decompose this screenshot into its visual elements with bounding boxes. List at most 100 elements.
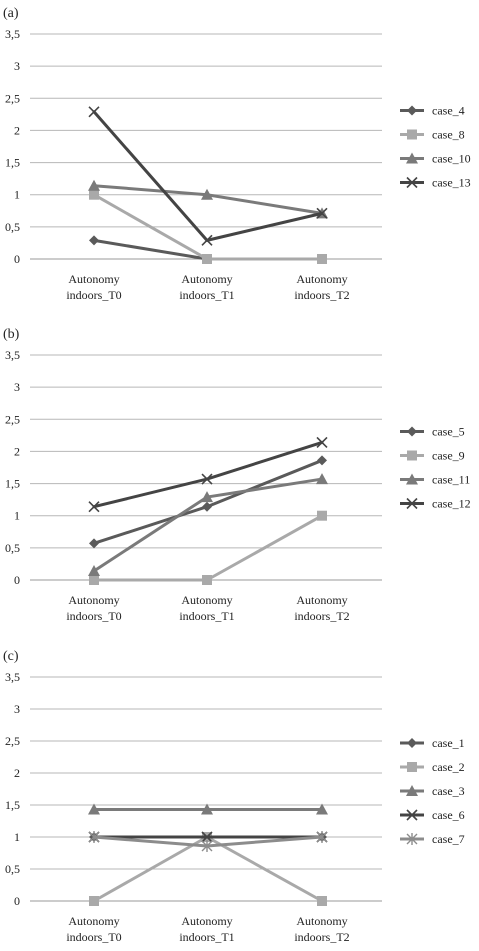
legend-marker-case_10 [406, 152, 418, 164]
data-point-case_5 [89, 538, 99, 549]
data-point-case_11 [201, 491, 213, 503]
x-tick-label: indoors_T2 [294, 609, 349, 623]
x-tick-label: Autonomy [296, 914, 347, 928]
data-point-case_5 [317, 455, 327, 466]
data-point-case_3 [201, 803, 213, 815]
y-tick-label: 0,5 [5, 220, 20, 234]
x-tick-label: indoors_T0 [66, 930, 121, 944]
y-tick-label: 2,5 [5, 734, 20, 748]
y-tick-label: 0,5 [5, 541, 20, 555]
legend-marker-case_11 [406, 473, 418, 485]
data-point-case_6 [201, 831, 213, 843]
legend-label: case_7 [432, 832, 465, 846]
data-point-case_9 [202, 575, 212, 585]
data-point-case_2 [89, 896, 99, 906]
data-point-case_7 [88, 831, 100, 843]
chart-panel-c: (c) 0 0,5 1 1,5 2 2,5 3 3,5 Autonomy indoors_T0 Aut… [3, 649, 465, 944]
legend-marker-case_12 [406, 497, 418, 510]
x-tick-label: Autonomy [181, 593, 232, 607]
legend-marker-case_1 [407, 738, 417, 748]
legend-label: case_13 [432, 176, 471, 190]
y-tick-label: 1,5 [5, 798, 20, 812]
y-tick-label: 3 [14, 59, 20, 73]
y-tick-label: 0 [14, 573, 20, 587]
x-tick-label: Autonomy [181, 272, 232, 286]
data-point-case_13 [316, 207, 328, 219]
data-point-case_8 [89, 189, 99, 200]
x-tick-label: indoors_T1 [179, 930, 234, 944]
legend-label: case_6 [432, 808, 465, 822]
legend-marker-case_6 [406, 809, 418, 821]
data-point-case_7 [201, 839, 213, 852]
y-tick-label: 1,5 [5, 156, 20, 170]
panel-label: (a) [3, 6, 19, 21]
y-tick-label: 1,5 [5, 477, 20, 491]
y-tick-label: 0,5 [5, 862, 20, 876]
data-point-case_13 [88, 106, 100, 118]
x-tick-label: indoors_T2 [294, 288, 349, 302]
x-tick-label: indoors_T0 [66, 288, 121, 302]
data-point-case_3 [88, 803, 100, 815]
legend-marker-case_4 [407, 105, 417, 116]
data-point-case_12 [316, 436, 328, 448]
y-tick-label: 1 [14, 188, 20, 202]
legend-label: case_9 [432, 449, 465, 463]
chart-panel-a: (a) 0 0,5 1 1,5 2 2,5 3 3,5 Autonomy indoors_T0 Aut… [3, 6, 471, 302]
legend-marker-case_13 [406, 176, 418, 189]
y-tick-label: 3 [14, 702, 20, 716]
x-tick-label: indoors_T1 [179, 288, 234, 302]
legend-label: case_4 [432, 104, 465, 118]
y-tick-label: 0 [14, 894, 20, 908]
y-tick-label: 3,5 [5, 27, 20, 41]
data-point-case_2 [317, 896, 327, 906]
data-point-case_12 [201, 473, 213, 485]
data-point-case_10 [88, 179, 100, 191]
y-tick-label: 2 [14, 123, 20, 137]
legend-marker-case_5 [407, 426, 417, 437]
legend-label: case_11 [432, 473, 470, 487]
legend: case_1 case_2 case_3 case_6 case_7 [400, 736, 465, 846]
y-tick-label: 2,5 [5, 91, 20, 105]
legend: case_5 case_9 case_11 case_12 [400, 425, 471, 511]
legend-marker-case_8 [407, 129, 417, 140]
x-tick-label: indoors_T1 [179, 609, 234, 623]
data-point-case_3 [316, 803, 328, 815]
x-tick-label: Autonomy [296, 272, 347, 286]
chart-panel-b: (b) 0 0,5 1 1,5 2 2,5 3 3,5 Autonomy indoors_T0 Aut… [3, 327, 471, 623]
y-tick-label: 2 [14, 766, 20, 780]
x-tick-label: Autonomy [296, 593, 347, 607]
x-tick-label: Autonomy [68, 914, 119, 928]
y-tick-label: 2 [14, 444, 20, 458]
data-point-case_7 [316, 831, 328, 843]
data-point-case_8 [202, 254, 212, 264]
legend-label: case_3 [432, 784, 465, 798]
y-tick-label: 3,5 [5, 348, 20, 362]
legend-label: case_8 [432, 128, 465, 142]
x-tick-label: Autonomy [68, 593, 119, 607]
legend-marker-case_9 [407, 450, 417, 461]
series-line-case_11 [92, 477, 324, 573]
legend-label: case_5 [432, 425, 465, 439]
data-point-case_13 [201, 234, 213, 246]
legend-label: case_1 [432, 736, 465, 750]
y-tick-label: 1 [14, 830, 20, 844]
x-tick-label: indoors_T2 [294, 930, 349, 944]
data-point-case_9 [89, 575, 99, 585]
data-point-case_5 [202, 501, 212, 512]
panel-label: (c) [3, 649, 19, 664]
panel-label: (b) [3, 327, 20, 342]
legend-marker-case_2 [407, 762, 417, 772]
y-tick-label: 3,5 [5, 670, 20, 684]
y-tick-label: 2,5 [5, 412, 20, 426]
legend-label: case_10 [432, 152, 471, 166]
data-point-case_11 [88, 565, 100, 576]
y-tick-label: 3 [14, 380, 20, 394]
legend-marker-case_7 [406, 833, 418, 845]
x-tick-label: indoors_T0 [66, 609, 121, 623]
y-tick-label: 0 [14, 252, 20, 266]
legend-label: case_2 [432, 760, 465, 774]
x-tick-label: Autonomy [68, 272, 119, 286]
legend-marker-case_3 [406, 785, 418, 796]
series-line-case_13 [92, 110, 324, 242]
